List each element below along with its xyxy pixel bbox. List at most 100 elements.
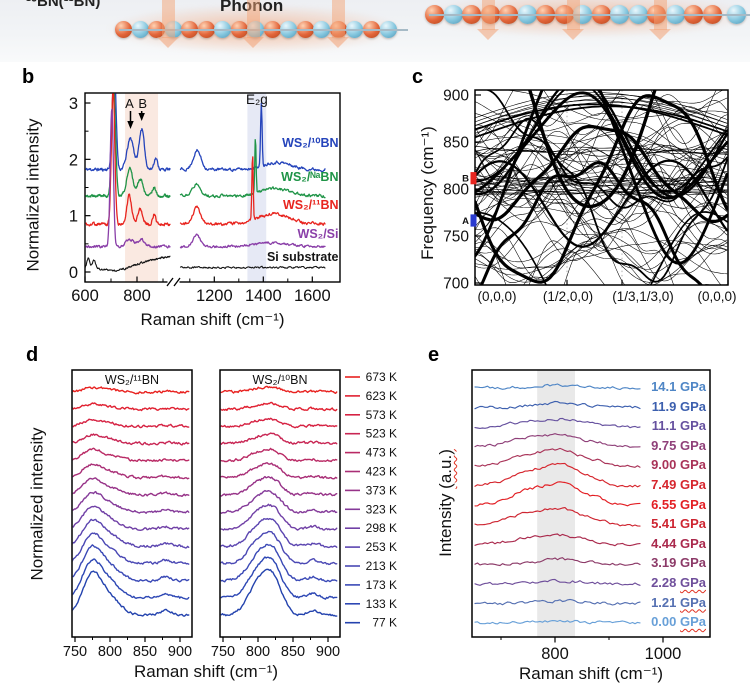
pressure-label: 7.49 GPa bbox=[651, 477, 706, 492]
temperature-trace bbox=[72, 558, 190, 600]
phonon-band bbox=[475, 180, 728, 184]
isotope-label: ¹⁰BN(¹¹BN) bbox=[26, 0, 101, 10]
phonon-band bbox=[486, 90, 728, 209]
pressure-value: 1.21 bbox=[651, 594, 680, 610]
temperature-trace bbox=[220, 401, 338, 412]
series-label: WS₂/ᴺᵃBN bbox=[281, 170, 338, 184]
y-tick-label: 700 bbox=[443, 276, 469, 293]
y-tick-label: 750 bbox=[443, 229, 469, 246]
pressure-value: 11.9 bbox=[651, 398, 680, 414]
pressure-label: 3.19 GPa bbox=[651, 555, 706, 570]
phonon-band bbox=[475, 102, 728, 134]
annotation-e2g: E₂g bbox=[246, 92, 268, 107]
highlight-band bbox=[537, 370, 575, 637]
pressure-unit: GPa bbox=[679, 379, 706, 394]
phonon-band bbox=[475, 103, 728, 136]
spectrum-trace bbox=[179, 139, 326, 199]
axis-break-slash bbox=[173, 277, 181, 287]
legend-label: 473 K bbox=[366, 446, 397, 460]
phonon-band bbox=[475, 175, 728, 180]
phonon-band bbox=[475, 105, 728, 139]
pressure-trace bbox=[474, 383, 641, 391]
pressure-trace bbox=[474, 578, 641, 586]
mode-marker-label: A bbox=[462, 216, 469, 227]
phonon-band bbox=[475, 227, 728, 282]
pressure-value: 14.1 bbox=[651, 379, 680, 394]
phonon-illustration-banner: ¹⁰BN(¹¹BN) Phonon bbox=[0, 0, 750, 62]
pressure-unit: GPa bbox=[679, 594, 706, 610]
pressure-unit: GPa bbox=[679, 496, 706, 512]
phonon-band bbox=[475, 143, 728, 174]
legend-label: 523 K bbox=[366, 427, 397, 441]
phonon-band bbox=[475, 242, 721, 285]
phonon-band bbox=[475, 211, 728, 285]
pressure-label: 4.44 GPa bbox=[651, 536, 706, 551]
bands-group bbox=[475, 90, 728, 285]
k-point-label: (1/2,0,0) bbox=[543, 289, 593, 304]
x-tick-label: 800 bbox=[123, 287, 151, 305]
panel-c-letter: c bbox=[412, 66, 424, 88]
series-label: WS₂/¹¹BN bbox=[283, 198, 339, 212]
phonon-arrow-down-icon bbox=[561, 0, 584, 40]
pressure-unit: GPa bbox=[679, 555, 706, 571]
x-tick-label: 850 bbox=[281, 644, 305, 660]
temperature-trace bbox=[72, 570, 190, 617]
temperature-trace bbox=[220, 447, 338, 463]
mode-marker bbox=[470, 214, 477, 227]
pressure-trace bbox=[474, 598, 641, 606]
pressure-label: 14.1 GPa bbox=[651, 379, 706, 394]
spectrum-trace bbox=[85, 255, 171, 272]
phonon-arrow-down-icon bbox=[476, 0, 499, 40]
phonon-band bbox=[475, 188, 728, 192]
phonon-band bbox=[475, 213, 674, 285]
series-label: Si substrate bbox=[267, 250, 339, 264]
pressure-label: 9.75 GPa bbox=[651, 438, 706, 453]
x-tick-label: 1600 bbox=[294, 287, 331, 305]
pressure-value: 2.28 bbox=[651, 575, 680, 590]
panel-d-letter: d bbox=[26, 344, 39, 366]
pressure-trace bbox=[474, 447, 641, 468]
spectrum-trace bbox=[179, 265, 326, 270]
phonon-band bbox=[475, 94, 728, 126]
temperature-trace bbox=[220, 517, 338, 549]
axis-break-slash bbox=[166, 277, 174, 287]
pressure-label: 11.1 GPa bbox=[652, 418, 706, 433]
pressure-value: 11.1 bbox=[651, 418, 680, 434]
y-tick-label: 1 bbox=[69, 208, 78, 226]
temperature-trace bbox=[220, 503, 338, 531]
axes-frame bbox=[219, 369, 341, 638]
temperature-trace bbox=[72, 477, 190, 497]
y-tick-label: 0 bbox=[69, 264, 78, 282]
temperature-trace bbox=[72, 386, 190, 395]
temperature-trace bbox=[72, 418, 190, 429]
phonon-band bbox=[475, 124, 728, 224]
spectrum-trace bbox=[85, 108, 171, 249]
temperature-trace bbox=[72, 518, 190, 549]
pressure-value: 7.49 bbox=[651, 477, 680, 492]
phonon-band bbox=[475, 90, 717, 144]
phonon-arrow-down-icon bbox=[156, 0, 179, 48]
panel-b-letter: b bbox=[22, 66, 35, 88]
temperature-trace bbox=[220, 530, 338, 566]
phonon-band bbox=[475, 92, 728, 124]
pressure-unit: GPa bbox=[679, 457, 706, 473]
x-tick-label: 1200 bbox=[196, 287, 233, 305]
x-tick-label: 750 bbox=[63, 644, 87, 660]
spectrum-trace bbox=[85, 93, 171, 227]
phonon-arrow-down-icon bbox=[326, 0, 349, 48]
legend-label: 213 K bbox=[366, 559, 397, 573]
temperature-trace bbox=[220, 417, 338, 429]
pressure-unit: GPa bbox=[679, 535, 706, 551]
y-tick-label: 2 bbox=[69, 151, 78, 169]
series-group bbox=[85, 93, 326, 272]
legend-label: 373 K bbox=[366, 483, 397, 497]
temperature-trace bbox=[220, 432, 338, 445]
pressure-trace bbox=[474, 507, 641, 527]
panel-d-plot: 750 800 850 900 WS₂/¹¹BN 750 800 850 900 WS₂/¹⁰BN… bbox=[63, 369, 397, 660]
x-tick-label: 1000 bbox=[645, 645, 682, 663]
pressure-trace bbox=[474, 533, 641, 547]
phonon-arrow-down-icon bbox=[648, 0, 671, 40]
legend-label: 133 K bbox=[366, 597, 397, 611]
pressure-label: 9.00 GPa bbox=[651, 457, 706, 472]
phonon-band bbox=[475, 106, 728, 149]
